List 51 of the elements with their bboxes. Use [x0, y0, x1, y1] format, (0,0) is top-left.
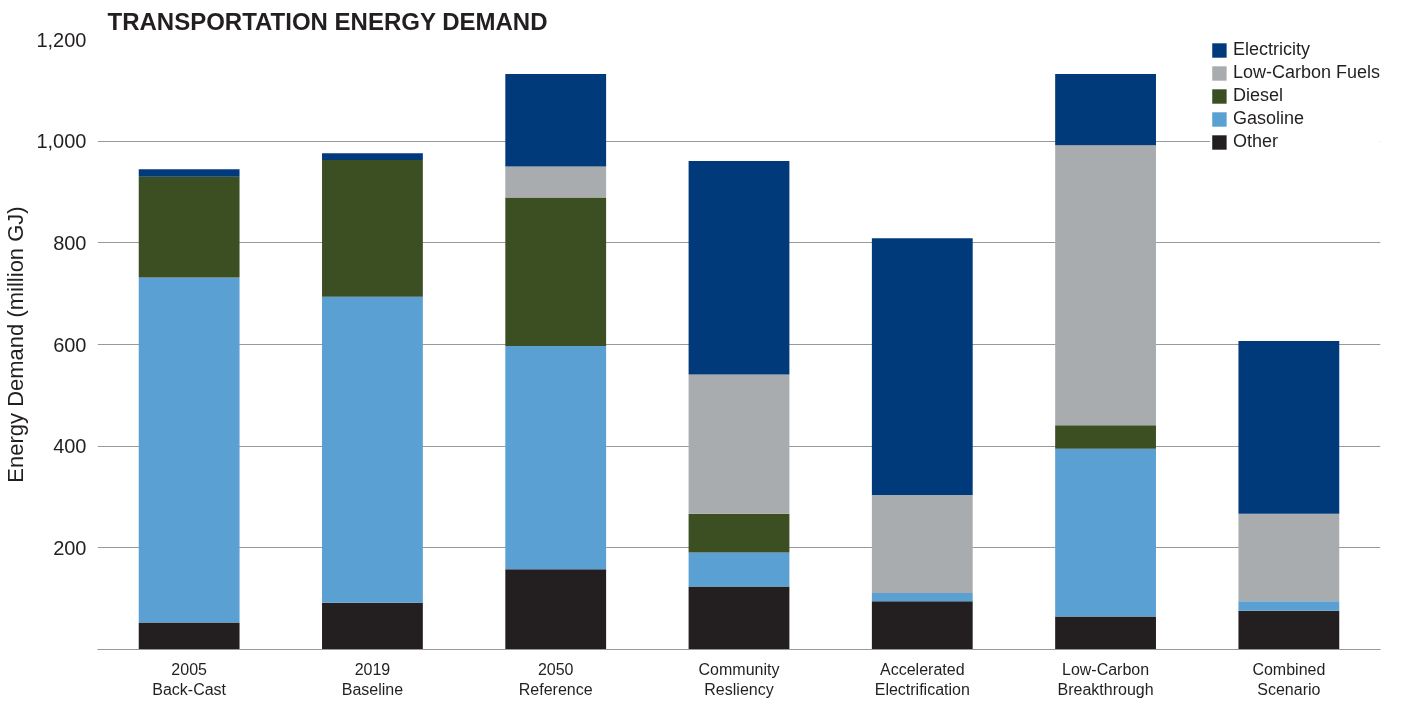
- x-tick-label: Low-Carbon Breakthrough: [1057, 660, 1154, 698]
- legend-label: Low-Carbon Fuels: [1232, 62, 1380, 83]
- bar: [1055, 145, 1156, 426]
- bar: [322, 602, 423, 650]
- bar: [1055, 616, 1156, 650]
- x-tick-label: 2019 Baseline: [341, 660, 404, 698]
- bar: [871, 238, 973, 495]
- y-tick-label: 1,000: [36, 130, 87, 153]
- bar: [871, 593, 973, 602]
- legend-label: Electricity: [1232, 39, 1310, 60]
- bar: [505, 346, 607, 570]
- chart-title: TRANSPORTATION ENERGY DEMAND: [107, 7, 548, 35]
- y-tick-label: 800: [53, 231, 87, 254]
- bar: [688, 586, 790, 650]
- y-axis-title: Energy Demand (million GJ): [3, 206, 29, 483]
- bar: [1238, 610, 1340, 650]
- bar: [322, 296, 423, 603]
- bar: [688, 552, 790, 587]
- bar: [138, 622, 240, 650]
- legend-label: Other: [1232, 131, 1278, 152]
- x-tick-label: Accelerated Electrification: [874, 660, 970, 698]
- bar: [505, 197, 607, 347]
- legend-label: Diesel: [1232, 85, 1283, 106]
- bar: [138, 176, 240, 278]
- bar: [138, 169, 240, 177]
- bar: [1055, 74, 1156, 146]
- bar: [1238, 340, 1340, 514]
- bar: [505, 569, 607, 650]
- bar: [871, 494, 973, 594]
- x-tick-label: Community Resliency: [698, 660, 780, 698]
- x-tick-label: Combined Scenario: [1252, 660, 1326, 698]
- bar: [871, 601, 973, 650]
- bar: [688, 513, 790, 553]
- bar: [138, 277, 240, 623]
- bar: [1055, 425, 1156, 449]
- y-tick-label: 200: [53, 536, 87, 559]
- bar: [322, 153, 423, 160]
- bar: [322, 159, 423, 297]
- bar: [1238, 601, 1340, 611]
- y-tick-label: 1,200: [36, 28, 87, 51]
- bar: [688, 160, 790, 375]
- y-tick-label: 400: [53, 435, 87, 458]
- legend-label: Gasoline: [1232, 108, 1304, 129]
- x-tick-label: 2050 Reference: [518, 660, 593, 698]
- x-tick-label: 2005 Back-Cast: [152, 660, 227, 698]
- bar: [688, 374, 790, 514]
- bar: [1238, 513, 1340, 602]
- y-tick-label: 600: [53, 333, 87, 356]
- bar: [505, 166, 607, 198]
- bar: [1055, 448, 1156, 617]
- bar: [505, 74, 607, 167]
